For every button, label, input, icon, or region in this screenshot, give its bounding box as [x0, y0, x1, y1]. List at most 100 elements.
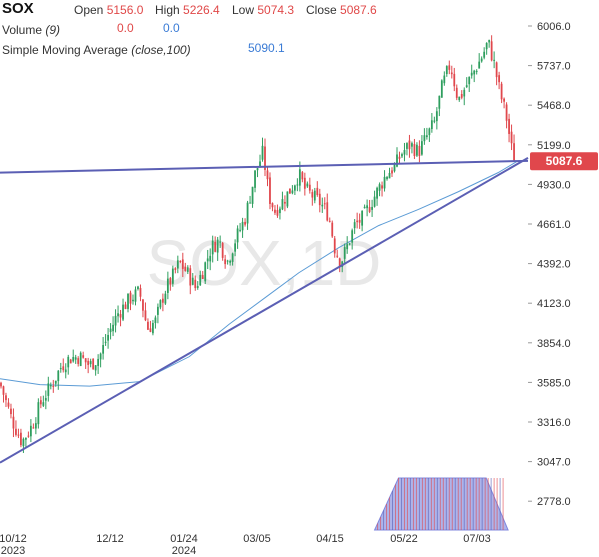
candle-body — [373, 196, 376, 207]
open-label: Open — [74, 3, 104, 17]
candle-body — [219, 241, 222, 243]
y-tick-label: 4392.0 — [537, 259, 571, 271]
candle-body — [69, 359, 72, 364]
trendline-1[interactable] — [0, 159, 529, 174]
candle-body — [147, 321, 149, 330]
candle-body — [358, 219, 361, 223]
candle-body — [184, 266, 187, 271]
volume-label[interactable]: Volume — [2, 23, 43, 37]
y-tick-label: 4661.0 — [537, 219, 571, 231]
candle-body — [224, 259, 227, 265]
candle-body — [234, 243, 237, 252]
candle-body — [326, 202, 329, 221]
candle-body — [256, 168, 259, 171]
candle-body — [54, 380, 57, 384]
candle-body — [99, 353, 102, 360]
candle-body — [221, 243, 224, 258]
candle-body — [166, 278, 169, 293]
candle-body — [503, 98, 505, 102]
close-label: Close — [306, 3, 337, 17]
volume-param: (9) — [45, 23, 61, 37]
candle-body — [25, 437, 27, 440]
candle-body — [298, 169, 301, 186]
candle-body — [104, 341, 107, 343]
x-tick-label: 05/22 — [390, 533, 418, 545]
candle-body — [37, 402, 40, 425]
x-tick-label: 04/15 — [316, 533, 344, 545]
candle-body — [244, 221, 246, 225]
candle-body — [201, 275, 204, 279]
candle-body — [323, 203, 326, 205]
y-tick-label: 4123.0 — [537, 298, 571, 310]
candle-body — [371, 206, 373, 210]
candle-body — [356, 220, 359, 223]
candle-body — [408, 140, 411, 150]
candle-body — [164, 293, 167, 304]
candle-body — [179, 260, 182, 262]
candle-body — [169, 278, 172, 285]
candle-body — [261, 145, 264, 160]
candle-body — [84, 358, 87, 363]
sma-label[interactable]: Simple Moving Average — [2, 43, 128, 57]
candle-body — [157, 306, 159, 315]
candle-body — [124, 304, 127, 309]
candle-body — [321, 204, 324, 207]
candle-body — [398, 156, 401, 159]
candle-body — [161, 298, 164, 303]
candle-body — [391, 170, 393, 174]
candle-body — [77, 358, 80, 364]
candle-body — [159, 300, 162, 308]
symbol-label[interactable]: SOX — [2, 0, 34, 17]
volume-value-up: 0.0 — [117, 21, 134, 35]
y-tick-label: 5199.0 — [537, 140, 571, 152]
candle-body — [480, 58, 483, 62]
x-tick-year-label: 2024 — [172, 545, 196, 557]
candle-body — [473, 70, 476, 75]
low-label: Low — [232, 3, 255, 17]
volume-value-down: 0.0 — [163, 21, 180, 35]
candle-body — [455, 87, 458, 98]
candle-body — [448, 65, 451, 70]
candle-body — [443, 75, 446, 84]
candle-body — [15, 428, 17, 435]
candle-body — [366, 205, 369, 209]
y-tick-label: 2778.0 — [537, 496, 571, 508]
candle-body — [378, 184, 381, 191]
candle-body — [229, 260, 232, 263]
y-tick-label: 3047.0 — [537, 457, 571, 469]
candle-body — [57, 370, 60, 382]
high-label: High — [155, 3, 180, 17]
candle-body — [259, 161, 261, 167]
x-tick-label: 01/24 — [170, 533, 198, 545]
candle-body — [102, 344, 105, 354]
candle-body — [154, 317, 157, 324]
candle-body — [510, 131, 513, 144]
candle-body — [286, 191, 289, 207]
candle-body — [500, 83, 503, 100]
candle-body — [303, 177, 306, 189]
candle-body — [301, 172, 304, 180]
candle-body — [401, 154, 403, 157]
candle-body — [22, 438, 25, 447]
y-tick-label: 5737.0 — [537, 61, 571, 73]
candle-body — [209, 255, 212, 262]
candle-body — [97, 358, 100, 366]
candle-body — [199, 275, 202, 286]
candle-body — [214, 241, 217, 252]
candle-body — [413, 144, 416, 157]
y-tick-label: 3316.0 — [537, 417, 571, 429]
candle-body — [186, 267, 189, 272]
low-value: 5074.3 — [257, 3, 295, 17]
candle-body — [428, 128, 431, 136]
candle-body — [311, 192, 314, 198]
candle-body — [423, 135, 426, 142]
candle-body — [411, 143, 413, 147]
candle-body — [276, 210, 279, 216]
candle-body — [338, 258, 341, 267]
trendline-2[interactable] — [0, 157, 529, 464]
candle-body — [74, 357, 77, 360]
candle-body — [363, 206, 366, 209]
candle-body — [67, 356, 70, 368]
